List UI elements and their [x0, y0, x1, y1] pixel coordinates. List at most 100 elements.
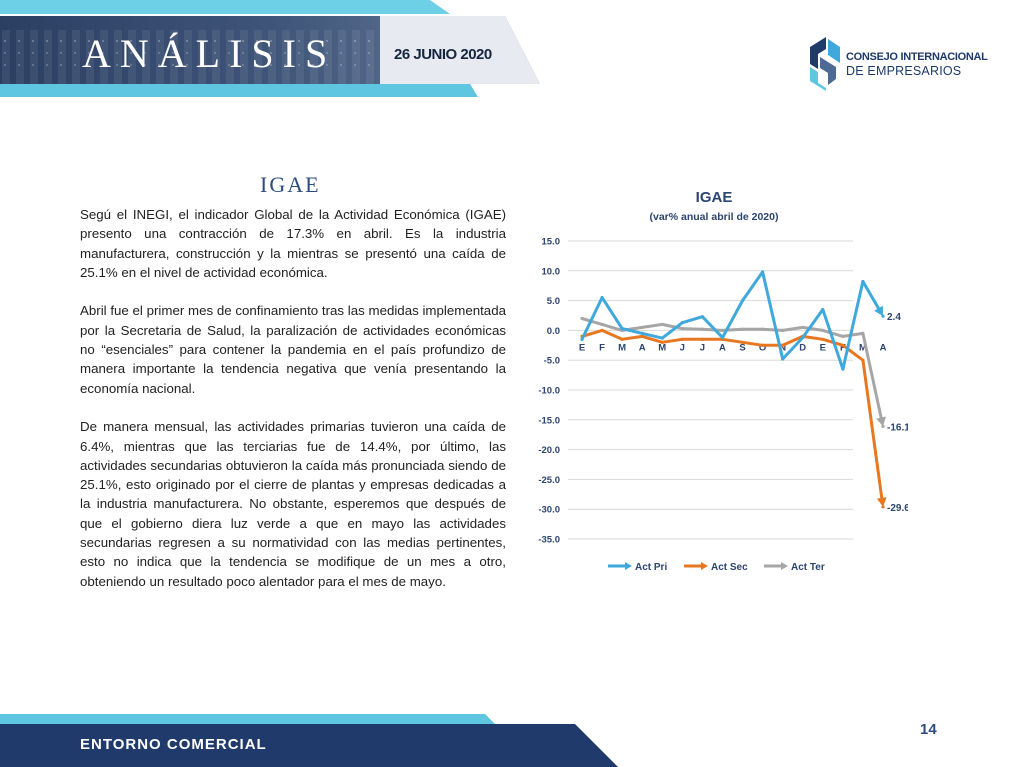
article-body: Segú el INEGI, el indicador Global de la… [80, 205, 506, 610]
x-tick-label: J [680, 342, 685, 353]
chart-legend: Act Pri Act Sec Act Ter [608, 562, 825, 573]
y-tick-label: -35.0 [538, 535, 560, 546]
footer-section-label: ENTORNO COMERCIAL [80, 736, 267, 753]
data-point [700, 327, 704, 331]
x-tick-label: N [779, 342, 786, 353]
y-tick-label: -10.0 [538, 386, 560, 397]
logo-mark-icon [810, 37, 840, 91]
data-point [761, 343, 765, 347]
article-paragraph: De manera mensual, las actividades prima… [80, 419, 506, 589]
x-tick-label: F [840, 342, 846, 353]
data-point [861, 331, 865, 335]
x-tick-label: J [700, 342, 705, 353]
x-tick-label: D [799, 342, 806, 353]
data-point [761, 327, 765, 331]
y-tick-label: -25.0 [538, 475, 560, 486]
data-point [801, 335, 805, 340]
legend-arrow-icon [781, 562, 788, 570]
y-tick-label: 10.0 [542, 266, 561, 277]
data-point [700, 315, 704, 319]
page-number: 14 [920, 721, 937, 738]
data-point [781, 357, 785, 361]
chart-subtitle: (var% anual abril de 2020) [650, 211, 779, 223]
chart-title: IGAE [696, 189, 733, 206]
data-point [841, 334, 845, 338]
data-point [620, 327, 624, 331]
legend-label: Act Pri [635, 562, 667, 573]
data-point [680, 327, 684, 331]
data-point [821, 328, 825, 332]
section-title: IGAE [260, 172, 321, 197]
data-point [740, 327, 745, 331]
igae-chart-svg: IGAE (var% anual abril de 2020) 15.0 10.0… [538, 189, 910, 573]
report-date: 26 JUNIO 2020 [394, 46, 492, 63]
legend-label: Act Ter [791, 562, 825, 573]
data-point [761, 270, 765, 274]
data-point [720, 335, 725, 340]
data-point [821, 337, 825, 341]
series-arrowhead [876, 497, 887, 507]
article-paragraph: Abril fue el primer mes de confinamiento… [80, 303, 506, 396]
data-point [600, 328, 604, 332]
x-tick-label: A [719, 342, 726, 353]
data-point [781, 328, 785, 332]
data-point [740, 340, 745, 344]
data-point [881, 505, 885, 509]
data-point [640, 325, 644, 330]
y-tick-label: -20.0 [538, 445, 560, 456]
data-point [841, 367, 845, 371]
data-point [781, 343, 785, 347]
y-tick-label: -15.0 [538, 415, 560, 426]
logo-text-primary: CONSEJO INTERNACIONAL [846, 51, 988, 63]
y-tick-label: 0.0 [547, 326, 560, 337]
banner-background [0, 0, 540, 97]
legend-arrow-icon [625, 562, 632, 570]
x-tick-label: A [880, 342, 887, 353]
end-value-label: -29.6 [887, 503, 908, 514]
data-point [821, 307, 825, 312]
x-tick-label: E [579, 342, 585, 353]
x-tick-label: E [820, 342, 826, 353]
chart-series [580, 270, 887, 509]
series-arrow-shaft [861, 358, 884, 500]
y-tick-label: 5.0 [547, 296, 560, 307]
data-point [640, 334, 644, 338]
y-tick-label: -30.0 [538, 505, 560, 516]
x-tick-label: M [859, 342, 867, 353]
legend-arrow-icon [701, 562, 708, 570]
data-point [881, 314, 885, 318]
y-tick-label: 15.0 [542, 237, 561, 248]
series-line-act-pri [580, 270, 865, 371]
data-point [660, 322, 664, 327]
chart-gridlines [568, 240, 853, 540]
header-banner: ANÁLISIS 26 JUNIO 2020 [0, 0, 1024, 100]
igae-chart: IGAE (var% anual abril de 2020) 15.0 10.0… [528, 180, 910, 580]
end-value-label: 2.4 [887, 312, 901, 323]
company-logo: CONSEJO INTERNACIONAL DE EMPRESARIOS [806, 33, 988, 91]
legend-label: Act Sec [711, 562, 748, 573]
data-point [801, 325, 805, 330]
data-point [620, 337, 624, 341]
data-point [580, 337, 584, 341]
x-tick-label: A [639, 342, 646, 353]
data-point [600, 322, 604, 327]
series-arrow-shaft [861, 331, 883, 420]
data-point [660, 336, 664, 340]
data-point [740, 299, 745, 303]
y-axis-ticks: 15.0 10.0 5.0 0.0 -5.0 -10.0 -15.0 -20.0 -25.0 -3… [538, 237, 560, 546]
series-arrowhead [874, 305, 883, 317]
report-title: ANÁLISIS [82, 31, 337, 76]
logo-text-secondary: DE EMPRESARIOS [846, 64, 962, 78]
data-point [841, 343, 845, 347]
data-point [680, 321, 684, 325]
x-tick-label: O [759, 342, 766, 353]
end-value-label: -16.1 [887, 422, 908, 433]
data-point [580, 316, 584, 321]
data-point [660, 340, 664, 344]
data-point [720, 328, 725, 332]
data-point [881, 424, 885, 428]
x-tick-label: F [599, 342, 605, 353]
series-arrow-shaft [861, 280, 880, 310]
x-tick-label: M [658, 342, 666, 353]
